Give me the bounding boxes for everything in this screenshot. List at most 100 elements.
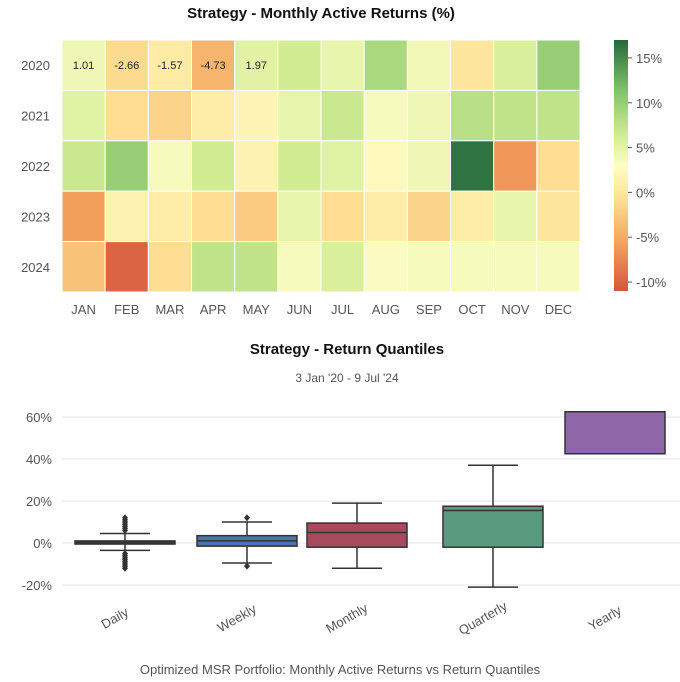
- heatmap-row-label: 2020: [21, 58, 50, 73]
- heatmap-row-label: 2023: [21, 209, 50, 224]
- heatmap-cell: [234, 241, 279, 293]
- heatmap-cell: [536, 140, 581, 192]
- box-yearly: [564, 411, 666, 455]
- box-body: [442, 505, 544, 548]
- outlier-point: [122, 514, 128, 522]
- x-tick-label: Quarterly: [456, 598, 510, 638]
- heatmap-cell: [363, 89, 408, 142]
- colorbar-tick-label: -5%: [636, 230, 660, 245]
- heatmap-column-label: OCT: [458, 302, 486, 317]
- heatmap-row-label: 2021: [21, 109, 50, 124]
- boxplot-y-ticks: 60% 40% 20% 0% -20%: [22, 410, 53, 593]
- heatmap-cell: [406, 140, 452, 192]
- boxplot-subtitle: 3 Jan '20 - 9 Jul '24: [295, 371, 399, 385]
- heatmap-cell: [406, 89, 452, 142]
- y-tick-label: 20%: [26, 494, 52, 509]
- heatmap-cell: [147, 190, 193, 243]
- heatmap-cell-label: -1.57: [157, 60, 182, 72]
- colorbar-tick-label: 10%: [636, 96, 662, 111]
- heatmap-column-label: NOV: [501, 302, 530, 317]
- heatmap-cell: [104, 39, 149, 91]
- boxplot: [74, 411, 666, 588]
- heatmap-cell: [277, 89, 322, 142]
- heatmap-cell: [104, 140, 149, 192]
- x-tick-label: Monthly: [323, 600, 370, 636]
- heatmap-cell: [536, 89, 581, 142]
- heatmap-column-label: JAN: [71, 302, 96, 317]
- heatmap-cell: [147, 241, 193, 293]
- heatmap-cell: [320, 190, 365, 243]
- heatmap-cell: [363, 241, 408, 293]
- heatmap-cell: [320, 140, 365, 192]
- heatmap-cell: [277, 190, 322, 243]
- heatmap-cell: [363, 39, 408, 91]
- heatmap-column-label: APR: [200, 302, 227, 317]
- heatmap-cell: [493, 89, 538, 142]
- x-tick-label: Yearly: [586, 602, 625, 633]
- heatmap-column-label: JUN: [287, 302, 312, 317]
- heatmap-column-label: MAY: [243, 302, 271, 317]
- heatmap-cell: [191, 190, 236, 243]
- heatmap-cell: [191, 140, 236, 192]
- heatmap-cell-label: -4.73: [201, 60, 226, 72]
- box-quarterly: [442, 464, 544, 588]
- heatmap-cell: [536, 241, 581, 293]
- heatmap-cell-label: 1.01: [73, 60, 94, 72]
- y-tick-label: 40%: [26, 452, 52, 467]
- heatmap-cell: [536, 39, 581, 91]
- outlier-point: [244, 514, 250, 522]
- heatmap-cell: [536, 190, 581, 243]
- outlier-point: [122, 550, 128, 557]
- heatmap-cell: [406, 190, 452, 243]
- heatmap-row-labels: 2020 2021 2022 2023 2024: [21, 58, 50, 275]
- x-tick-label: Weekly: [215, 601, 260, 635]
- heatmap-cell: [61, 89, 106, 142]
- colorbar: [614, 40, 628, 291]
- heatmap-cell: [191, 241, 236, 293]
- heatmap-cell: [277, 140, 322, 192]
- figure-caption: Optimized MSR Portfolio: Monthly Active …: [139, 662, 541, 677]
- heatmap-cell: [61, 39, 106, 91]
- heatmap-cell: [363, 190, 408, 243]
- heatmap-cell: [320, 89, 365, 142]
- heatmap-cell: [104, 241, 149, 293]
- heatmap-cell: [320, 39, 365, 91]
- box-daily: [74, 514, 176, 572]
- heatmap-cell: [450, 190, 495, 243]
- box-monthly: [306, 502, 408, 569]
- heatmap-cell: [406, 241, 452, 293]
- heatmap-cell: [450, 39, 495, 91]
- heatmap-cell-label: 1.97: [246, 60, 267, 72]
- colorbar-tick-label: 0%: [636, 185, 655, 200]
- heatmap-cell: [234, 89, 279, 142]
- heatmap-cell: [493, 241, 538, 293]
- box-body: [564, 411, 666, 455]
- heatmap-column-label: AUG: [372, 302, 400, 317]
- heatmap: 1.01 -2.66 -1.57 -4.73 1.97: [61, 39, 581, 293]
- heatmap-column-labels: JAN FEB MAR APR MAY JUN JUL AUG SEP OCT NOV DEC: [71, 302, 572, 317]
- colorbar-tick-label: 15%: [636, 51, 662, 66]
- y-tick-label: 0%: [33, 536, 52, 551]
- heatmap-cell: [191, 89, 236, 142]
- heatmap-cell: [147, 39, 193, 91]
- box-body: [306, 522, 408, 548]
- heatmap-cell: [104, 190, 149, 243]
- colorbar-ticks: 15% 10% 5% 0% -5% -10%: [628, 51, 667, 290]
- heatmap-cell-label: -2.66: [114, 60, 139, 72]
- heatmap-column-label: JUL: [331, 302, 354, 317]
- heatmap-cell: [493, 140, 538, 192]
- heatmap-cell: [61, 140, 106, 192]
- colorbar-tick-label: -10%: [636, 275, 667, 290]
- heatmap-row-label: 2022: [21, 159, 50, 174]
- outlier-point: [244, 562, 250, 570]
- heatmap-cell: [61, 241, 106, 293]
- colorbar-tick-label: 5%: [636, 141, 655, 156]
- heatmap-column-label: DEC: [545, 302, 572, 317]
- heatmap-cell: [450, 241, 495, 293]
- heatmap-cell: [147, 89, 193, 142]
- x-tick-label: Daily: [98, 604, 131, 632]
- heatmap-cell: [320, 241, 365, 293]
- heatmap-cell: [493, 39, 538, 91]
- heatmap-column-label: SEP: [416, 302, 442, 317]
